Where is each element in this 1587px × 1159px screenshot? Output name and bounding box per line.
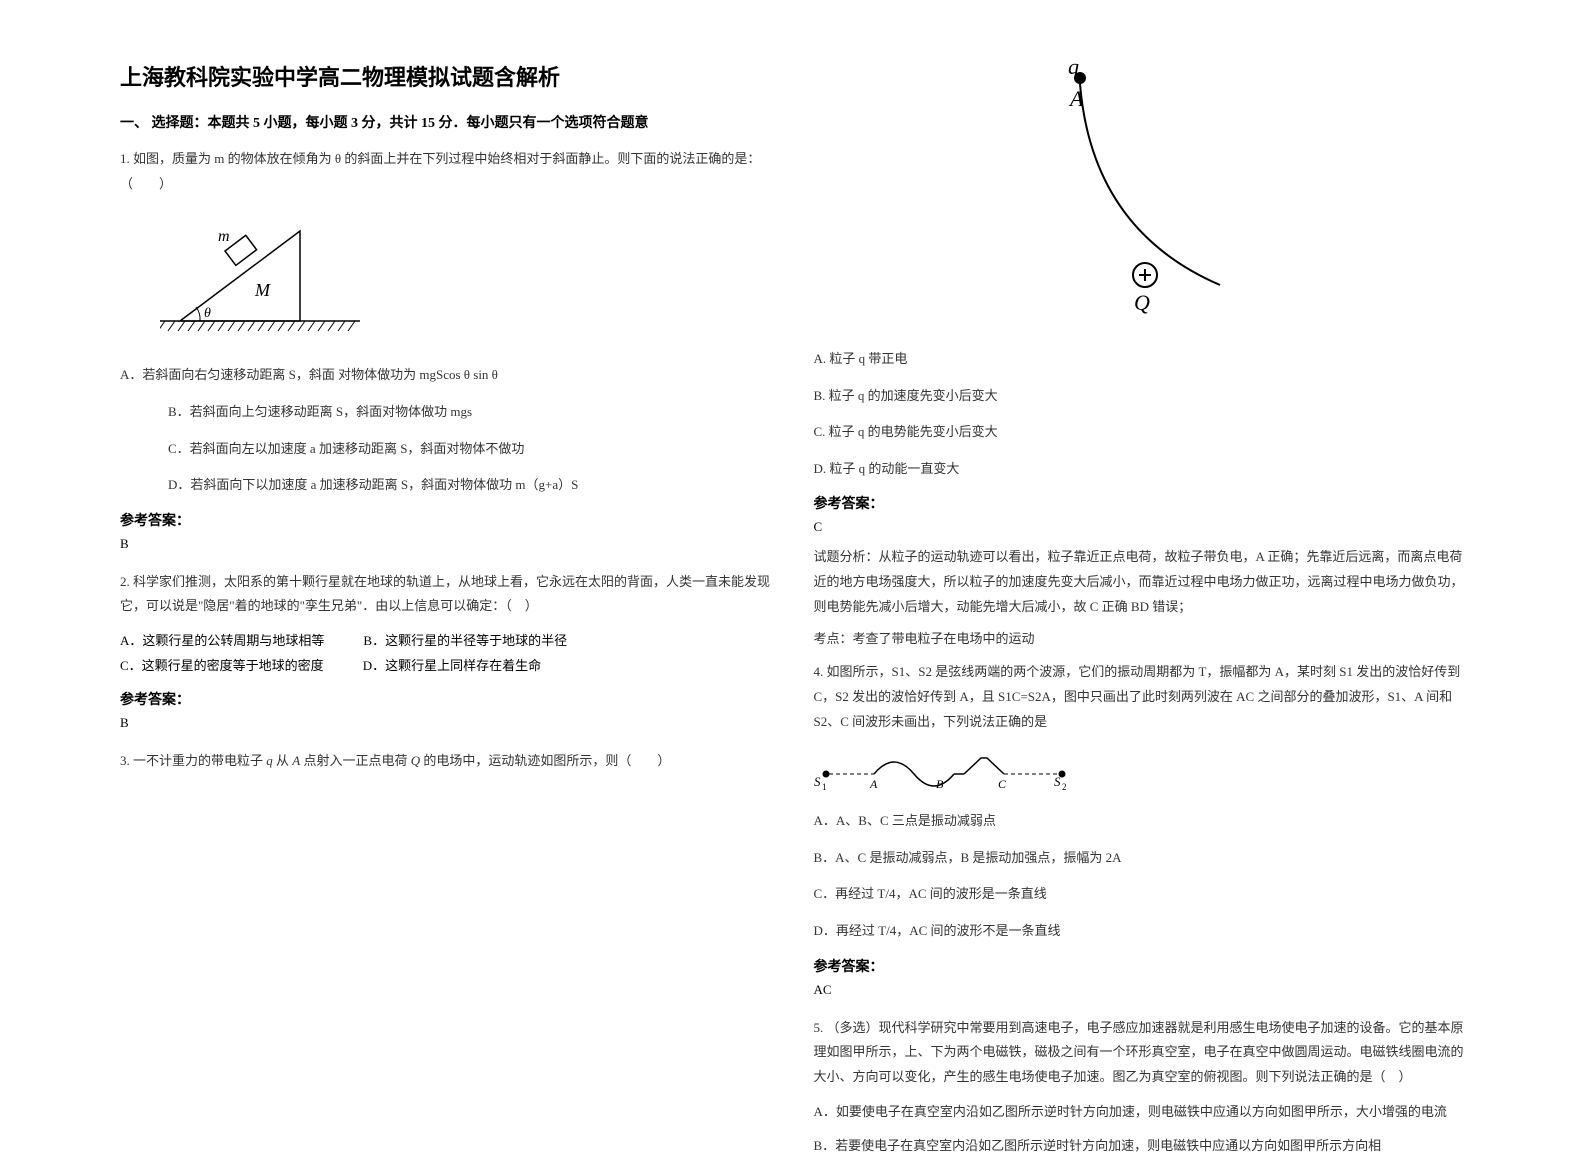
- question-5: 5. （多选）现代科学研究中常要用到高速电子，电子感应加速器就是利用感生电场使电…: [814, 1016, 1468, 1159]
- q3-fig-big-q: Q: [1134, 290, 1150, 315]
- question-2: 2. 科学家们推测，太阳系的第十颗行星就在地球的轨道上，从地球上看，它永远在太阳…: [120, 570, 774, 731]
- question-4: 4. 如图所示，S1、S2 是弦线两端的两个波源，它们的振动周期都为 T，振幅都…: [814, 660, 1468, 997]
- q2-option-c: C．这颗行星的密度等于地球的密度: [120, 658, 324, 673]
- question-1: 1. 如图，质量为 m 的物体放在倾角为 θ 的斜面上并在下列过程中始终相对于斜…: [120, 147, 774, 552]
- q3-option-b: B. 粒子 q 的加速度先变小后变大: [814, 382, 1468, 411]
- q4-answer: AC: [814, 982, 1468, 998]
- q3-option-c: C. 粒子 q 的电势能先变小后变大: [814, 418, 1468, 447]
- q5-stem: 5. （多选）现代科学研究中常要用到高速电子，电子感应加速器就是利用感生电场使电…: [814, 1016, 1468, 1090]
- q4-option-d: D．再经过 T/4，AC 间的波形不是一条直线: [814, 917, 1468, 946]
- q3-analysis-1: 试题分析：从粒子的运动轨迹可以看出，粒子靠近正点电荷，故粒子带负电，A 正确；先…: [814, 545, 1468, 619]
- q5-option-a: A．如要使电子在真空室内沿如乙图所示逆时针方向加速，则电磁铁中应通以方向如图甲所…: [814, 1100, 1468, 1125]
- svg-text:A: A: [869, 777, 878, 791]
- q3-option-a: A. 粒子 q 带正电: [814, 345, 1468, 374]
- svg-text:1: 1: [822, 782, 827, 792]
- q2-option-d: D．这颗行星上同样存在着生命: [363, 658, 541, 673]
- q2-option-a: A．这颗行星的公转周期与地球相等: [120, 633, 324, 648]
- q4-option-c: C．再经过 T/4，AC 间的波形是一条直线: [814, 880, 1468, 909]
- page-title: 上海教科院实验中学高二物理模拟试题含解析: [120, 60, 774, 92]
- q2-options-row2: C．这颗行星的密度等于地球的密度 D．这颗行星上同样存在着生命: [120, 654, 774, 679]
- q3-stem-c: 点射入一正点电荷: [300, 753, 411, 768]
- q4-stem: 4. 如图所示，S1、S2 是弦线两端的两个波源，它们的振动周期都为 T，振幅都…: [814, 660, 1468, 734]
- q1-stem: 1. 如图，质量为 m 的物体放在倾角为 θ 的斜面上并在下列过程中始终相对于斜…: [120, 147, 774, 196]
- svg-text:2: 2: [1062, 782, 1067, 792]
- q4-option-b: B．A、C 是振动减弱点，B 是振动加强点，振幅为 2A: [814, 844, 1468, 873]
- q3-stem: 3. 一不计重力的带电粒子 q 从 A 点射入一正点电荷 Q 的电场中，运动轨迹…: [120, 749, 774, 774]
- section-heading: 一、 选择题：本题共 5 小题，每小题 3 分，共计 15 分．每小题只有一个选…: [120, 112, 774, 132]
- q1-figure: θ M m: [160, 211, 774, 346]
- svg-text:S: S: [814, 774, 821, 789]
- q3-stem-b: 从: [273, 753, 293, 768]
- q3-figure: q A Q: [814, 60, 1468, 325]
- q3-option-d: D. 粒子 q 的动能一直变大: [814, 455, 1468, 484]
- big-m-label: M: [254, 280, 271, 300]
- theta-label: θ: [204, 306, 211, 321]
- q2-stem: 2. 科学家们推测，太阳系的第十颗行星就在地球的轨道上，从地球上看，它永远在太阳…: [120, 570, 774, 619]
- q1-option-c: C．若斜面向左以加速度 a 加速移动距离 S，斜面对物体不做功: [120, 435, 774, 464]
- q1-answer: B: [120, 536, 774, 552]
- q4-answer-label: 参考答案：: [814, 956, 1468, 976]
- q1-answer-label: 参考答案：: [120, 510, 774, 530]
- q3-cap-q-sym: Q: [411, 753, 420, 768]
- svg-text:C: C: [998, 777, 1007, 791]
- q5-option-b: B．若要使电子在真空室内沿如乙图所示逆时针方向加速，则电磁铁中应通以方向如图甲所…: [814, 1134, 1468, 1159]
- q4-option-a: A．A、B、C 三点是振动减弱点: [814, 807, 1468, 836]
- q3-answer-label: 参考答案：: [814, 493, 1468, 513]
- q2-answer-label: 参考答案：: [120, 689, 774, 709]
- svg-text:S: S: [1054, 774, 1061, 789]
- q3-fig-q: q: [1068, 60, 1079, 79]
- q4-figure: S 1 A B C S 2: [814, 744, 1468, 797]
- right-column: q A Q A. 粒子 q 带正电 B. 粒子 q 的加速度先变小后变大 C. …: [794, 60, 1488, 1062]
- q2-answer: B: [120, 715, 774, 731]
- q1-option-d: D．若斜面向下以加速度 a 加速移动距离 S，斜面对物体做功 m（g+a）S: [120, 471, 774, 500]
- q1-option-b: B．若斜面向上匀速移动距离 S，斜面对物体做功 mgs: [120, 398, 774, 427]
- svg-text:B: B: [936, 777, 944, 791]
- q2-options-row1: A．这颗行星的公转周期与地球相等 B．这颗行星的半径等于地球的半径: [120, 629, 774, 654]
- q3-analysis-2: 考点：考查了带电粒子在电场中的运动: [814, 627, 1468, 652]
- small-m-label: m: [218, 228, 230, 245]
- q3-stem-d: 的电场中，运动轨迹如图所示，则（ ）: [420, 753, 670, 768]
- q3-stem-a: 3. 一不计重力的带电粒子: [120, 753, 266, 768]
- left-column: 上海教科院实验中学高二物理模拟试题含解析 一、 选择题：本题共 5 小题，每小题…: [100, 60, 794, 1062]
- q3-answer: C: [814, 519, 1468, 535]
- q2-option-b: B．这颗行星的半径等于地球的半径: [363, 633, 567, 648]
- q1-option-a: A．若斜面向右匀速移动距离 S，斜面 对物体做功为 mgScos θ sin θ: [120, 361, 774, 390]
